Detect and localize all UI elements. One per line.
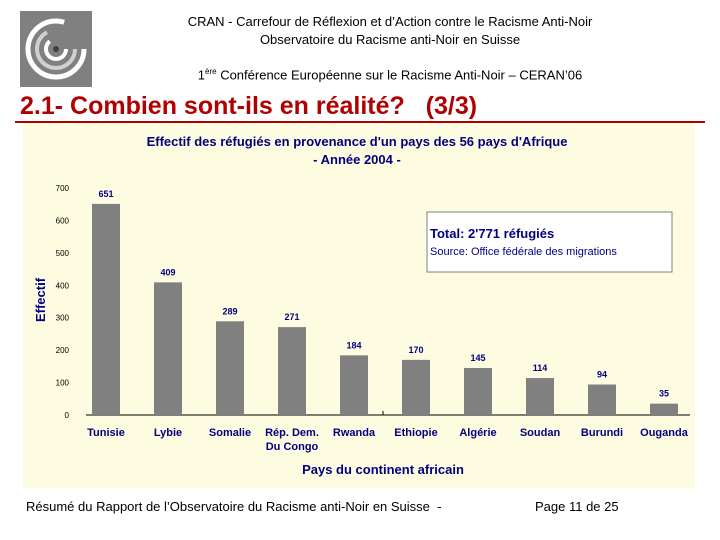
y-tick-label: 400	[56, 281, 70, 290]
x-tick-label: Du Congo	[266, 441, 319, 453]
annotation-box	[426, 211, 673, 273]
y-tick-label: 700	[56, 184, 70, 193]
x-tick-label: Rép. Dem.	[265, 427, 319, 439]
y-tick-label: 600	[56, 216, 70, 225]
data-label: 170	[408, 345, 423, 355]
chart-subtitle: - Année 2004 -	[313, 152, 401, 167]
x-tick-label: Lybie	[154, 427, 182, 439]
bar	[650, 403, 678, 415]
y-axis-label: Effectif	[33, 277, 48, 322]
bars: 651 409 289 271 184 170 145 114 94 35	[92, 189, 678, 415]
bar	[340, 355, 368, 415]
bar	[216, 321, 244, 415]
bar	[526, 378, 554, 415]
slide-title: 2.1- Combien sont-ils en réalité? (3/3)	[20, 92, 478, 120]
bar	[278, 327, 306, 415]
conference-ordinal: 1	[197, 67, 206, 83]
header-organization: CRAN - Carrefour de Réflexion et d’Actio…	[187, 14, 593, 29]
cran-logo	[20, 11, 92, 87]
spiral-logo-icon	[25, 18, 87, 80]
x-tick-label: Algérie	[459, 427, 496, 439]
data-label: 35	[659, 389, 669, 399]
x-tick-label: Tunisie	[87, 427, 125, 439]
data-label: 94	[597, 370, 607, 380]
y-tick-label: 200	[56, 346, 70, 355]
header-conference: 1ère Conférence Européenne sur le Racism…	[100, 67, 680, 82]
bar	[154, 282, 182, 415]
bar	[588, 384, 616, 415]
y-tick-label: 500	[56, 249, 70, 258]
x-tick-label: Rwanda	[333, 427, 376, 439]
chart-panel	[23, 123, 695, 488]
title-divider	[15, 121, 705, 123]
page-number: Page 11 de 25	[535, 499, 619, 514]
chart-title: Effectif des réfugiés en provenance d'un…	[147, 134, 568, 149]
y-tick-label: 300	[56, 314, 70, 323]
data-label: 145	[470, 353, 485, 363]
x-tick-labels: Tunisie Lybie Somalie Rép. Dem. Du Congo Rwan…	[87, 427, 689, 453]
conference-name: Conférence Européenne sur le Racisme Ant…	[216, 67, 583, 83]
data-label: 271	[284, 312, 299, 322]
y-tick-label: 100	[56, 379, 70, 388]
data-label: 651	[98, 189, 113, 199]
bar	[92, 203, 120, 415]
x-tick-label: Soudan	[520, 427, 561, 439]
header-observatory: Observatoire du Racisme anti-Noir en Sui…	[259, 32, 521, 47]
annotation-source: Source: Office fédérale des migrations	[430, 246, 617, 258]
x-tick-label: Somalie	[209, 427, 251, 439]
y-axis-ticks: 0 100 200 300 400 500 600 700	[56, 184, 70, 420]
conference-ordinal-suffix: ère	[205, 67, 217, 76]
y-tick-label: 0	[65, 411, 70, 420]
data-label: 114	[533, 363, 548, 373]
x-tick-label: Ethiopie	[394, 427, 437, 439]
data-label: 289	[222, 306, 237, 316]
x-tick-label: Ouganda	[640, 427, 689, 439]
x-axis-label: Pays du continent africain	[302, 462, 464, 477]
bar	[464, 367, 492, 415]
footer-report: Résumé du Rapport de l’Observatoire du R…	[26, 499, 442, 514]
x-tick-label: Burundi	[581, 427, 623, 439]
annotation-total: Total: 2'771 réfugiés	[430, 226, 554, 241]
bar	[402, 359, 430, 415]
data-label: 409	[160, 267, 175, 277]
data-label: 184	[346, 340, 361, 350]
